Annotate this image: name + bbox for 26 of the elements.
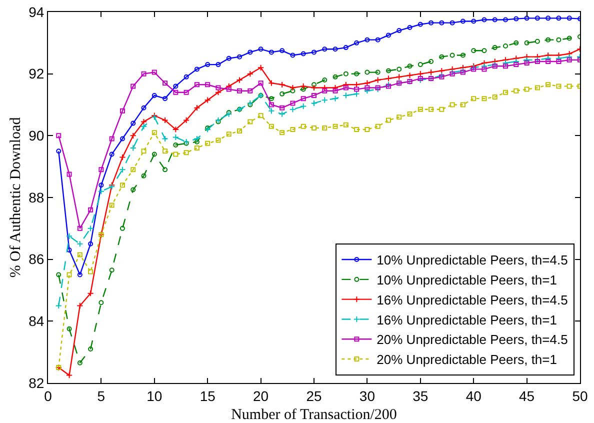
y-tick-label: 84: [28, 313, 44, 330]
y-tick-label: 94: [28, 4, 44, 20]
legend-label: 16% Unpredictable Peers, th=4.5: [376, 292, 568, 308]
legend-label: 10% Unpredictable Peers, th=4.5: [376, 252, 568, 268]
x-tick-label: 40: [466, 388, 482, 404]
x-tick-label: 10: [146, 388, 162, 404]
x-tick-label: 0: [44, 388, 52, 404]
x-tick-label: 50: [572, 388, 588, 404]
x-tick-label: 35: [412, 388, 428, 404]
x-tick-label: 15: [200, 388, 216, 404]
x-tick-label: 45: [519, 388, 535, 404]
y-tick-label: 88: [28, 189, 44, 206]
y-tick-label: 82: [28, 374, 44, 391]
legend-label: 10% Unpredictable Peers, th=1: [376, 272, 557, 288]
legend-label: 20% Unpredictable Peers, th=4.5: [376, 332, 568, 348]
legend-label: 16% Unpredictable Peers, th=1: [376, 312, 557, 328]
x-tick-label: 30: [359, 388, 376, 404]
y-tick-label: 90: [28, 128, 44, 144]
legend-label: 20% Unpredictable Peers, th=1: [376, 352, 557, 368]
x-tick-label: 20: [253, 388, 269, 404]
x-tick-label: 25: [306, 388, 322, 404]
x-axis-title: Number of Transaction/200: [231, 407, 397, 423]
y-axis-title: % Of Authentic Download: [8, 116, 24, 278]
y-tick-label: 86: [28, 251, 44, 268]
x-tick-label: 5: [97, 388, 106, 404]
y-tick-label: 92: [28, 66, 44, 82]
